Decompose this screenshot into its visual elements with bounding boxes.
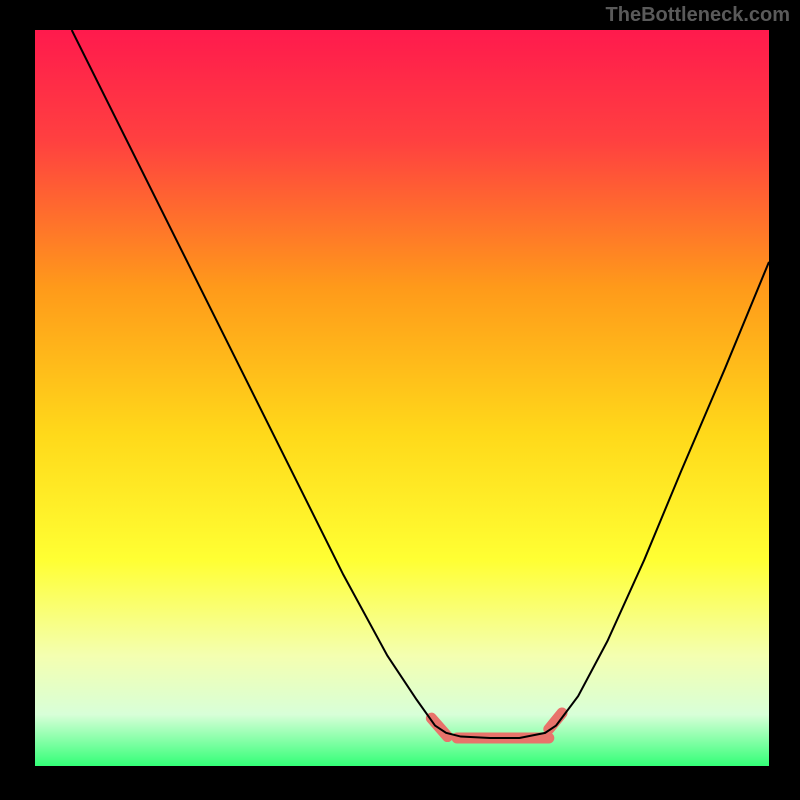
watermark-text: TheBottleneck.com <box>606 4 790 27</box>
plot-area <box>35 30 769 766</box>
primary-curve <box>72 30 769 738</box>
curve-layer <box>35 30 769 766</box>
